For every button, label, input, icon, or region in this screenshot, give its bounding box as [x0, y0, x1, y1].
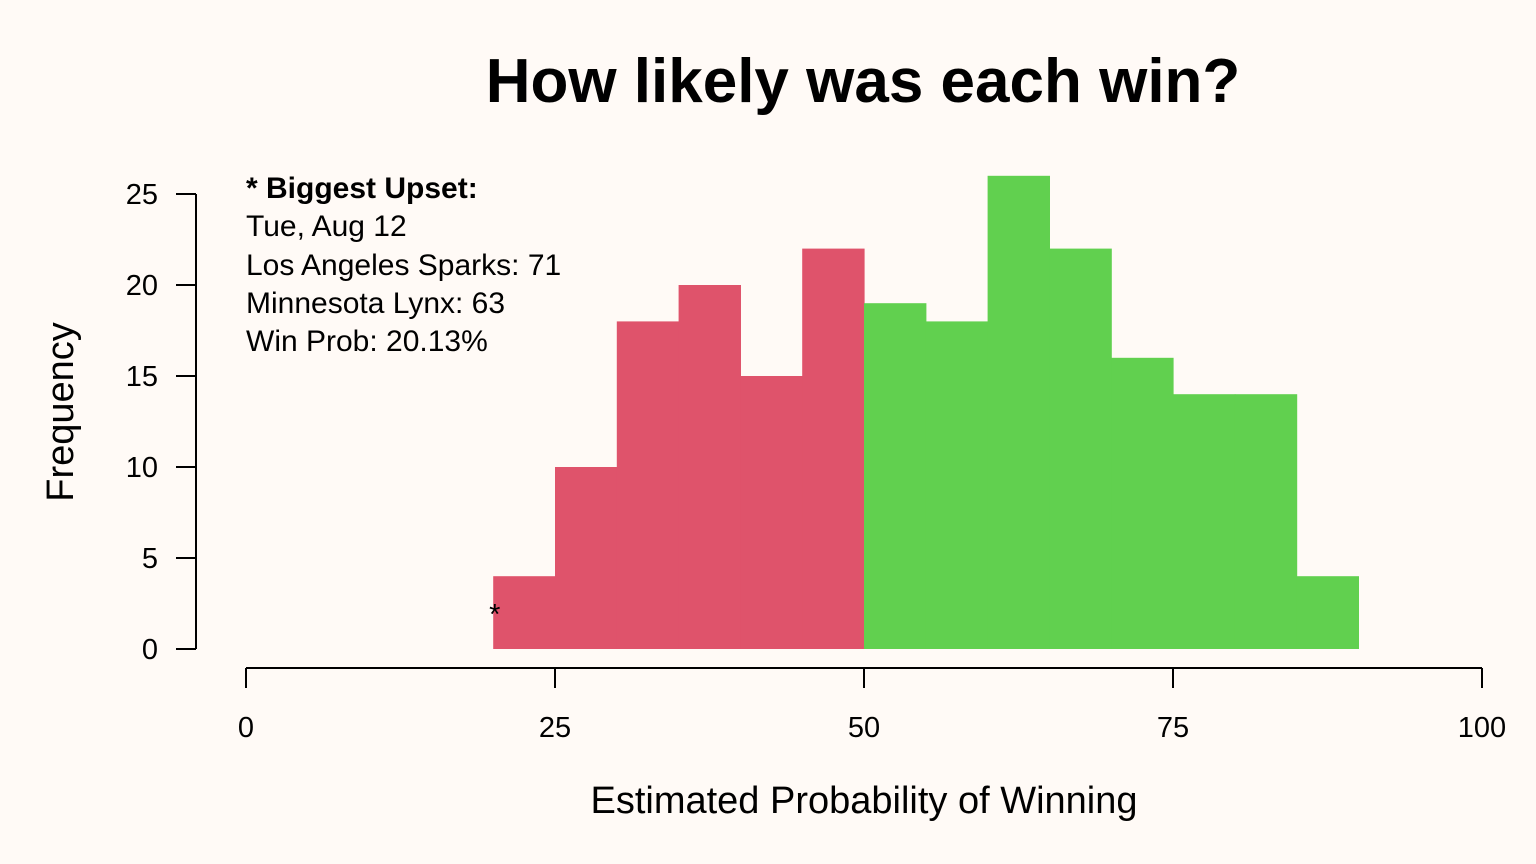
histogram-bar-13 [1296, 576, 1359, 649]
x-tick-label-1: 25 [539, 712, 571, 744]
histogram-bar-3 [678, 285, 741, 649]
x-tick-label-0: 0 [238, 712, 254, 744]
annotation-heading: * Biggest Upset: [246, 172, 478, 205]
y-tick-label-3: 15 [126, 361, 158, 393]
x-tick-label-3: 75 [1157, 712, 1189, 744]
chart-title: How likely was each win? [486, 47, 1241, 116]
histogram-bar-9 [1049, 248, 1112, 649]
histogram-bar-12 [1234, 394, 1298, 649]
y-tick-label-4: 20 [126, 270, 158, 302]
histogram-bar-10 [1111, 357, 1174, 649]
histogram-bar-5 [802, 248, 865, 649]
x-tick-label-2: 50 [848, 712, 880, 744]
annotation-line-winner: Los Angeles Sparks: 71 [246, 249, 561, 282]
y-axis-label: Frequency [40, 322, 82, 502]
y-tick-label-2: 10 [126, 452, 158, 484]
histogram-bar-0 [493, 576, 556, 649]
biggest-upset-annotation: * Biggest Upset: Tue, Aug 12 Los Angeles… [246, 172, 561, 358]
x-axis-label: Estimated Probability of Winning [590, 780, 1137, 822]
annotation-line-win-prob: Win Prob: 20.13% [246, 325, 488, 358]
histogram-bar-11 [1173, 394, 1236, 649]
annotation-line-date: Tue, Aug 12 [246, 210, 407, 243]
x-axis: 0 25 50 75 100 [238, 667, 1506, 744]
histogram-bar-6 [864, 303, 927, 649]
y-axis: 0 5 10 15 20 25 [126, 179, 197, 666]
upset-marker: * [489, 599, 500, 631]
y-tick-label-1: 5 [142, 543, 158, 575]
y-tick-label-0: 0 [142, 634, 158, 666]
histogram-bar-7 [925, 321, 989, 649]
histogram-bar-4 [740, 376, 803, 649]
histogram-bar-1 [555, 467, 618, 649]
annotation-line-loser: Minnesota Lynx: 63 [246, 287, 505, 320]
histogram-bar-2 [616, 321, 680, 649]
histogram-bars [493, 175, 1359, 650]
y-tick-label-5: 25 [126, 179, 158, 211]
x-tick-label-4: 100 [1458, 712, 1506, 744]
histogram-bar-8 [987, 175, 1050, 650]
